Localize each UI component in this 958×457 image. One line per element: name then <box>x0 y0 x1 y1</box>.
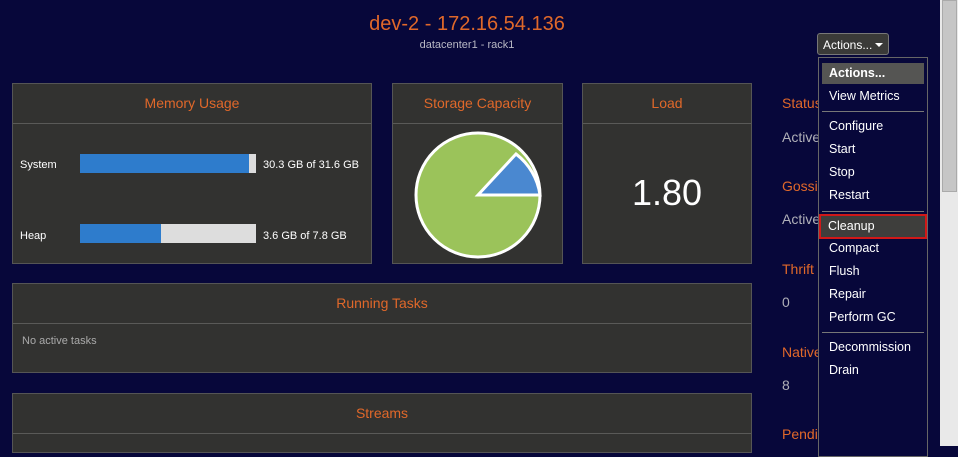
empty-message: No active tasks <box>22 335 97 347</box>
page: dev-2 - 172.16.54.136 datacenter1 - rack… <box>12 0 958 457</box>
menu-item[interactable]: Flush <box>829 264 860 278</box>
section-heading: Gossip <box>782 178 826 194</box>
storage-pie <box>414 131 542 259</box>
node-subtitle: datacenter1 - rack1 <box>419 39 515 51</box>
load-value: 1.80 <box>631 172 703 213</box>
memory-bar <box>80 154 256 173</box>
menu-item[interactable]: Drain <box>829 363 859 377</box>
pie-free <box>474 151 542 197</box>
row-value: 30.3 GB of 31.6 GB <box>263 159 360 171</box>
node-title: dev-2 - 172.16.54.136 <box>369 13 565 35</box>
menu-item[interactable]: Stop <box>829 165 855 179</box>
menu-item[interactable]: Cleanup <box>819 214 927 239</box>
menu-separator <box>822 332 924 333</box>
button-label: Actions... <box>823 38 873 52</box>
memory-panel: Memory Usage System 30.3 GB of 31.6 GB H… <box>12 83 372 264</box>
scrollbar[interactable] <box>940 0 958 446</box>
menu-item[interactable]: Decommission <box>829 340 911 354</box>
storage-panel: Storage Capacity <box>392 83 563 264</box>
panel-title: Load <box>583 84 751 124</box>
panel-title: Memory Usage <box>13 84 371 124</box>
menu-item[interactable]: Configure <box>829 119 884 133</box>
row-value: 3.6 GB of 7.8 GB <box>263 230 347 242</box>
menu-item[interactable]: Compact <box>829 241 880 255</box>
panel-title: Streams <box>13 394 751 434</box>
section-heading: Thrift <box>782 261 814 277</box>
panel-title: Storage Capacity <box>393 84 562 124</box>
load-panel: Load 1.80 <box>582 83 752 264</box>
row-label: Heap <box>20 230 47 242</box>
streams-panel: Streams <box>12 393 752 453</box>
menu-item[interactable]: Perform GC <box>829 310 896 324</box>
section-heading: Native <box>782 344 822 360</box>
scroll-thumb[interactable] <box>942 0 957 192</box>
panel-title: Running Tasks <box>13 284 751 324</box>
section-value: 8 <box>782 377 790 393</box>
section-value: 0 <box>782 294 790 310</box>
memory-bar <box>80 224 256 243</box>
section-heading: Status <box>782 95 822 111</box>
menu-separator <box>822 111 924 112</box>
section-value: Active <box>782 129 821 145</box>
running-tasks-panel: Running Tasks No active tasks <box>12 283 752 373</box>
menu-item[interactable]: Actions... <box>822 63 924 84</box>
row-label: System <box>20 159 57 171</box>
menu-item[interactable]: Restart <box>829 188 870 202</box>
menu-item[interactable]: View Metrics <box>829 89 900 103</box>
section-value: Active <box>782 211 821 227</box>
menu-item[interactable]: Start <box>829 142 856 156</box>
actions-menu: Actions... View Metrics Configure Start Stop… <box>818 57 928 457</box>
actions-button[interactable]: Actions... <box>817 33 889 55</box>
menu-separator <box>822 211 924 212</box>
menu-item[interactable]: Repair <box>829 287 866 301</box>
